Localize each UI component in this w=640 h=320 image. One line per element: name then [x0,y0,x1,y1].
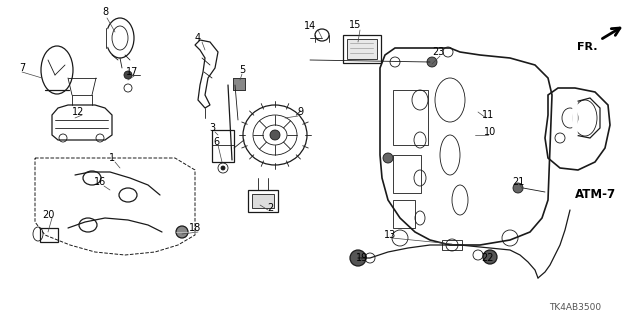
Bar [233,78,245,90]
Ellipse shape [350,250,366,266]
Text: 6: 6 [213,137,219,147]
Text: 8: 8 [102,7,108,17]
Ellipse shape [483,250,497,264]
Bar [40,228,58,242]
Bar [233,78,245,90]
Bar [248,190,278,212]
Ellipse shape [427,57,437,67]
Text: 13: 13 [384,230,396,240]
Bar [347,39,377,59]
Text: 17: 17 [126,67,138,77]
Ellipse shape [221,166,225,170]
Text: 18: 18 [189,223,201,233]
Ellipse shape [176,226,188,238]
Ellipse shape [383,153,393,163]
Text: 10: 10 [484,127,496,137]
Text: 3: 3 [209,123,215,133]
Ellipse shape [270,130,280,140]
Text: 5: 5 [239,65,245,75]
Text: 20: 20 [42,210,54,220]
Text: 22: 22 [482,253,494,263]
Text: 16: 16 [94,177,106,187]
Bar [393,90,428,145]
Bar [343,35,381,63]
Text: 12: 12 [72,107,84,117]
Text: 23: 23 [432,47,444,57]
Bar [252,194,274,208]
Text: 9: 9 [297,107,303,117]
Text: 11: 11 [482,110,494,120]
Bar [442,240,462,250]
Bar [212,130,234,162]
Text: FR.: FR. [577,42,597,52]
Ellipse shape [124,71,132,79]
Text: 1: 1 [109,153,115,163]
Text: TK4AB3500: TK4AB3500 [549,303,601,313]
Bar [393,200,415,228]
Text: 19: 19 [356,253,368,263]
Text: 21: 21 [512,177,524,187]
Text: 4: 4 [195,33,201,43]
Text: 15: 15 [349,20,361,30]
Ellipse shape [513,183,523,193]
Text: 7: 7 [19,63,25,73]
Text: 2: 2 [267,203,273,213]
Bar [393,155,421,193]
Text: ATM-7: ATM-7 [575,188,616,202]
Text: 14: 14 [304,21,316,31]
